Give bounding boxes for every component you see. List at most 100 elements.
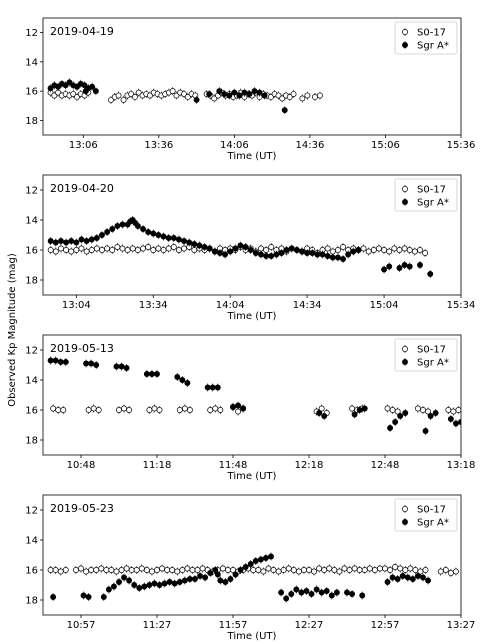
s0-17-point xyxy=(181,405,188,412)
s0-17-point xyxy=(148,568,155,575)
s0-17-point xyxy=(62,567,69,573)
s0-17-point xyxy=(219,565,226,572)
s0-17-point xyxy=(386,248,393,255)
sgr-a-point xyxy=(207,570,214,576)
s0-17-point xyxy=(63,247,70,253)
s0-17-point xyxy=(116,407,122,413)
s0-17-point xyxy=(165,245,172,252)
sgr-a-point xyxy=(211,248,218,255)
sgr-a-point xyxy=(186,576,193,582)
sgr-a-point xyxy=(104,229,111,235)
x-tick-label: 15:06 xyxy=(371,140,400,151)
s0-17-point xyxy=(316,565,323,572)
sgr-a-point xyxy=(237,567,244,573)
s0-17-point xyxy=(312,94,318,100)
x-tick-label: 14:04 xyxy=(216,300,245,311)
s0-17-point xyxy=(128,91,135,98)
legend: S0-17 Sgr A* xyxy=(394,178,458,212)
s0-17-point xyxy=(290,567,297,573)
s0-17-point xyxy=(181,245,187,252)
sgr-a-point xyxy=(333,589,340,596)
y-tick-label: 14 xyxy=(25,536,38,547)
s0-17-point xyxy=(72,567,79,573)
data-points xyxy=(47,78,323,115)
x-axis-label: Time (UT) xyxy=(227,471,277,482)
s0-17-point xyxy=(133,567,140,573)
chart-panel-4: 12 14 16 18 10:57 11:27 11:57 12:27 12:57 13:27 Ti… xyxy=(25,494,475,642)
legend-marker-sgr-a xyxy=(402,199,408,205)
s0-17-point xyxy=(425,408,432,415)
s0-17-point xyxy=(340,244,346,250)
sgr-a-point xyxy=(273,251,280,258)
s0-17-point xyxy=(60,407,67,413)
sgr-a-point xyxy=(92,88,99,95)
s0-17-point xyxy=(140,245,146,252)
x-tick-label: 14:34 xyxy=(293,300,322,311)
sgr-a-point xyxy=(447,416,454,422)
sgr-a-point xyxy=(121,574,128,581)
s0-17-point xyxy=(391,245,398,252)
s0-17-point xyxy=(147,92,153,99)
sgr-a-point xyxy=(192,576,198,582)
sgr-a-point xyxy=(283,247,290,253)
shared-y-axis-label: Observed Kp Magnitude (mag) xyxy=(7,253,18,407)
legend: S0-17 Sgr A* xyxy=(394,21,458,55)
sgr-a-point xyxy=(324,253,331,259)
sgr-a-point xyxy=(123,365,130,371)
sgr-a-point xyxy=(80,592,87,599)
sgr-a-point xyxy=(252,250,259,256)
x-tick-label: 11:48 xyxy=(219,460,248,471)
sgr-a-point xyxy=(47,85,54,92)
sgr-a-point xyxy=(384,579,391,585)
s0-17-point xyxy=(88,247,95,253)
s0-17-point xyxy=(442,567,449,573)
sgr-a-point xyxy=(230,404,236,410)
sgr-a-point xyxy=(252,558,259,564)
sgr-a-point xyxy=(361,405,368,412)
sgr-a-point xyxy=(47,357,54,364)
sgr-a-point xyxy=(425,577,432,584)
s0-17-point xyxy=(318,405,325,412)
sgr-a-point xyxy=(154,371,160,377)
sgr-a-point xyxy=(93,235,100,241)
sgr-a-point xyxy=(184,380,191,386)
y-tick-label: 12 xyxy=(25,506,38,517)
s0-17-point xyxy=(365,248,372,255)
s0-17-point xyxy=(334,247,341,253)
sgr-a-point xyxy=(171,580,178,587)
y-tick-label: 12 xyxy=(25,186,38,197)
s0-17-point xyxy=(341,565,348,572)
sgr-a-point xyxy=(283,595,290,602)
s0-17-point xyxy=(93,245,100,252)
sgr-a-point xyxy=(222,251,229,258)
sgr-a-point xyxy=(402,410,409,416)
sgr-a-point xyxy=(242,244,249,250)
x-tick-label: 11:27 xyxy=(143,620,172,631)
x-tick-label: 11:57 xyxy=(219,620,248,631)
sgr-a-point xyxy=(209,384,216,391)
s0-17-point xyxy=(336,568,343,575)
s0-17-point xyxy=(268,244,275,250)
legend-box xyxy=(394,178,458,212)
sgr-a-point xyxy=(299,248,305,255)
s0-17-point xyxy=(181,91,187,98)
s0-17-point xyxy=(108,96,114,103)
sgr-a-point xyxy=(62,359,69,365)
s0-17-point xyxy=(270,567,277,573)
sgr-a-point xyxy=(114,223,121,229)
s0-17-point xyxy=(52,248,59,255)
sgr-a-point xyxy=(236,92,243,99)
s0-17-point xyxy=(267,94,274,100)
s0-17-point xyxy=(155,245,162,252)
sgr-a-point xyxy=(196,242,203,249)
x-axis-label: Time (UT) xyxy=(227,151,277,162)
panel-date: 2019-04-20 xyxy=(50,182,114,195)
x-tick-label: 15:34 xyxy=(447,300,476,311)
y-tick-label: 12 xyxy=(25,28,38,39)
s0-17-point xyxy=(279,95,286,102)
s0-17-point xyxy=(189,567,196,573)
s0-17-point xyxy=(366,565,373,572)
sgr-a-point xyxy=(221,91,228,98)
sgr-a-point xyxy=(105,586,112,593)
s0-17-point xyxy=(184,94,191,100)
